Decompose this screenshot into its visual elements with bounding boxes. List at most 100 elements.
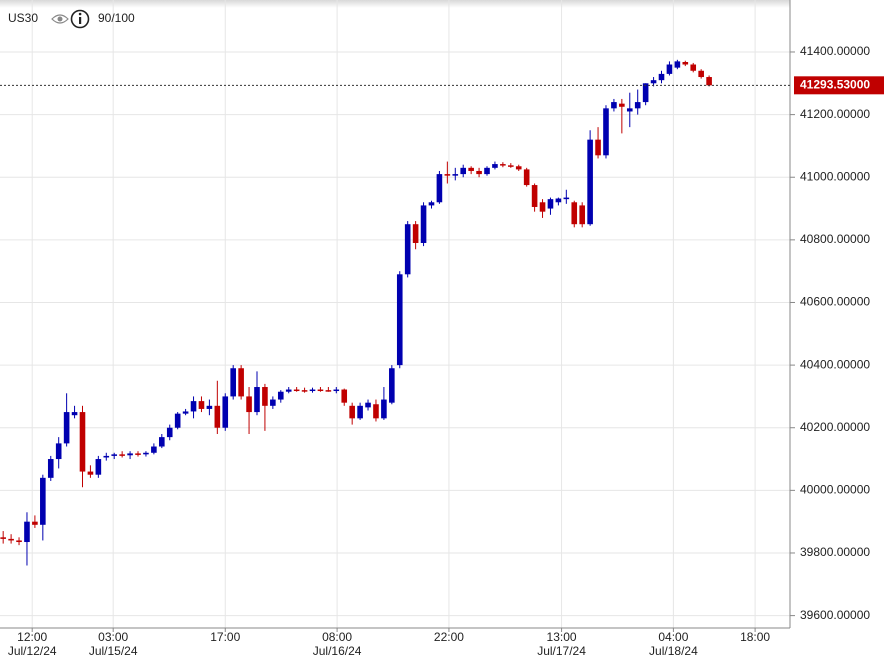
candle-body (515, 166, 522, 170)
candle-body (285, 389, 292, 392)
candle-body (47, 459, 54, 478)
candle-body (246, 396, 252, 413)
candle-body (119, 454, 125, 456)
candle-body (159, 437, 165, 447)
info-icon[interactable] (70, 9, 90, 29)
candle-body (626, 108, 633, 112)
candle-body (151, 446, 157, 453)
candle-body (40, 477, 46, 525)
candle-body (230, 368, 236, 397)
candle-body (365, 402, 371, 408)
candle-body (523, 169, 530, 186)
candle-body (634, 102, 641, 109)
y-tick-label: 40600.00000 (800, 295, 870, 309)
candle-body (595, 139, 601, 156)
candle-body (317, 389, 324, 392)
candle-body (571, 202, 578, 225)
y-tick-label: 40000.00000 (800, 483, 870, 497)
x-tick-label: 18:00 (740, 630, 770, 644)
candle-body (32, 521, 38, 525)
candle-body (55, 443, 62, 460)
x-tick-date: Jul/17/24 (537, 644, 586, 658)
candle-body (674, 61, 681, 68)
candle-body (642, 83, 649, 103)
candle-body (690, 64, 697, 71)
candle-body (436, 174, 443, 203)
y-tick-label: 40800.00000 (800, 232, 870, 246)
y-tick-label: 41000.00000 (800, 169, 870, 183)
candle-body (79, 412, 86, 472)
candle-body (619, 103, 625, 107)
candle-body (87, 471, 94, 475)
candle-body (198, 401, 205, 409)
x-tick-label: 03:00 (98, 630, 128, 644)
candle-body (8, 538, 14, 541)
candle-body (706, 77, 712, 86)
candle-body (357, 405, 363, 419)
candle-body (111, 454, 118, 456)
x-tick-date: Jul/12/24 (8, 644, 57, 658)
candle-body (412, 224, 419, 243)
candle-body (579, 205, 585, 225)
eye-icon[interactable] (51, 14, 69, 24)
candle-body (277, 391, 284, 400)
candle-body (650, 80, 657, 84)
x-tick-label: 08:00 (322, 630, 352, 644)
candle-body (63, 412, 70, 444)
x-tick-label: 17:00 (210, 630, 240, 644)
candle-body (24, 521, 30, 543)
x-tick-label: 13:00 (547, 630, 577, 644)
candle-body (206, 405, 213, 409)
candle-body (222, 396, 229, 428)
candle-body (325, 390, 332, 392)
candle-body (381, 399, 387, 419)
candle-body (166, 427, 173, 438)
y-tick-label: 40200.00000 (800, 420, 870, 434)
y-tick-label: 41400.00000 (800, 44, 870, 58)
axes: 39600.00000 39800.00000 40000.00000 40200.0… (0, 44, 884, 658)
candle-body (103, 455, 110, 458)
last-price-label: 41293.53000 (800, 77, 870, 91)
header: US30 90/100 (8, 9, 135, 29)
y-tick-label: 39600.00000 (800, 608, 870, 622)
candle-body (508, 165, 514, 167)
candle-body (492, 164, 498, 168)
candle-body (539, 202, 546, 212)
candle-body (420, 205, 427, 243)
candle-body (563, 197, 570, 200)
candle-body (341, 389, 348, 403)
candle-body (666, 64, 673, 74)
candle-body (428, 202, 435, 206)
candle-body (293, 389, 300, 392)
x-tick-label: 12:00 (17, 630, 47, 644)
candle-body (404, 224, 411, 275)
candle-body (698, 70, 704, 78)
x-tick-label: 04:00 (658, 630, 688, 644)
candle-body (71, 412, 78, 416)
candle-body (349, 405, 355, 419)
x-tick-label: 22:00 (434, 630, 464, 644)
candle-body (254, 387, 260, 413)
candle-body (658, 73, 665, 81)
y-tick-label: 40400.00000 (800, 357, 870, 371)
candle-body (396, 274, 403, 366)
last-price-box (794, 76, 884, 95)
y-tick-label: 41200.00000 (800, 107, 870, 121)
x-tick-date: Jul/15/24 (89, 644, 138, 658)
candle-body (190, 401, 197, 412)
candle-body (444, 174, 451, 176)
candle-body (174, 413, 181, 428)
candle-body (214, 405, 221, 428)
candle-body (587, 139, 593, 225)
candle-body (555, 198, 562, 203)
candle-body (182, 411, 189, 414)
candle-body (682, 61, 689, 65)
x-tick-date: Jul/16/24 (313, 644, 362, 658)
x-tick-date: Jul/18/24 (649, 644, 698, 658)
candle-body (0, 537, 6, 539)
candle-body (127, 453, 133, 456)
candle-body (460, 167, 467, 175)
candle-body (373, 404, 379, 419)
candle-body (547, 199, 554, 209)
